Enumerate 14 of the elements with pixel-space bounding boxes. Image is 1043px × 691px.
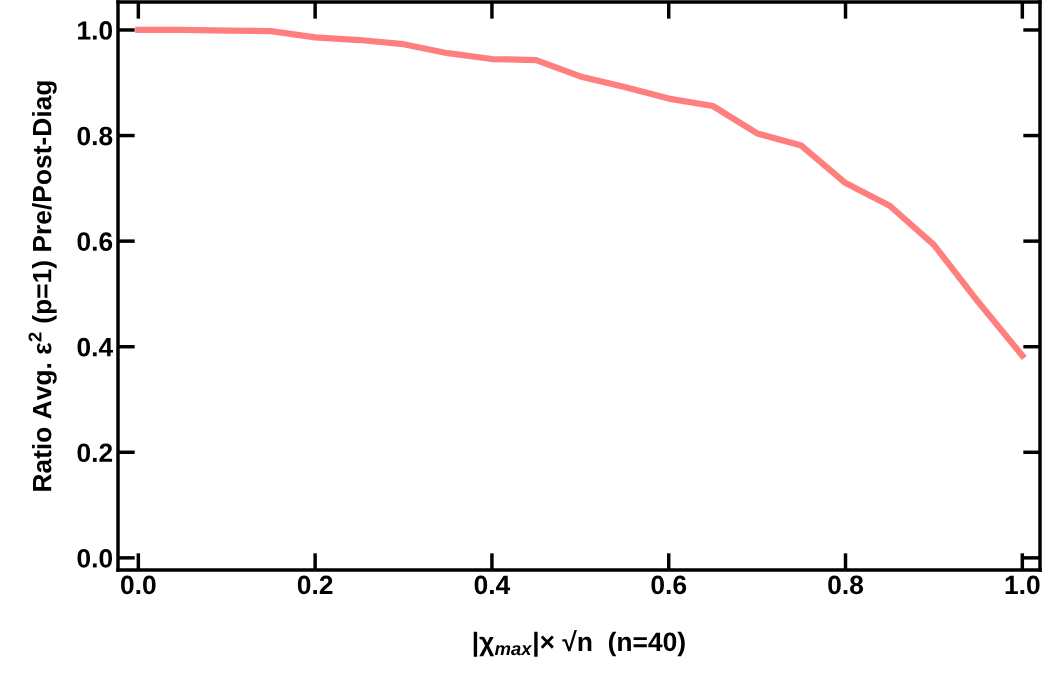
x-tick-label: 0.6 (651, 575, 687, 595)
x-tick-label: 0.4 (474, 575, 511, 595)
y-tick-label: 0.2 (77, 443, 113, 463)
y-tick-label: 0.4 (77, 337, 113, 357)
x-axis-title: |χ$_{max}$|× √n (n=40) (473, 630, 685, 657)
y-tick-label: 0.6 (77, 232, 113, 251)
x-tick-label: 0.8 (828, 575, 864, 595)
x-tick-label: 0.2 (297, 575, 333, 595)
y-tick-label: 0.8 (77, 126, 113, 146)
x-tick-label: 0.0 (121, 575, 156, 595)
x-tick-label: 1.0 (1005, 575, 1040, 595)
y-tick-label: 0.0 (77, 548, 113, 568)
y-axis-title: Ratio Avg. ε$^{2}$ (p=1) Pre/Post-Diag (28, 81, 57, 491)
y-tick-label: 1.0 (78, 21, 113, 40)
